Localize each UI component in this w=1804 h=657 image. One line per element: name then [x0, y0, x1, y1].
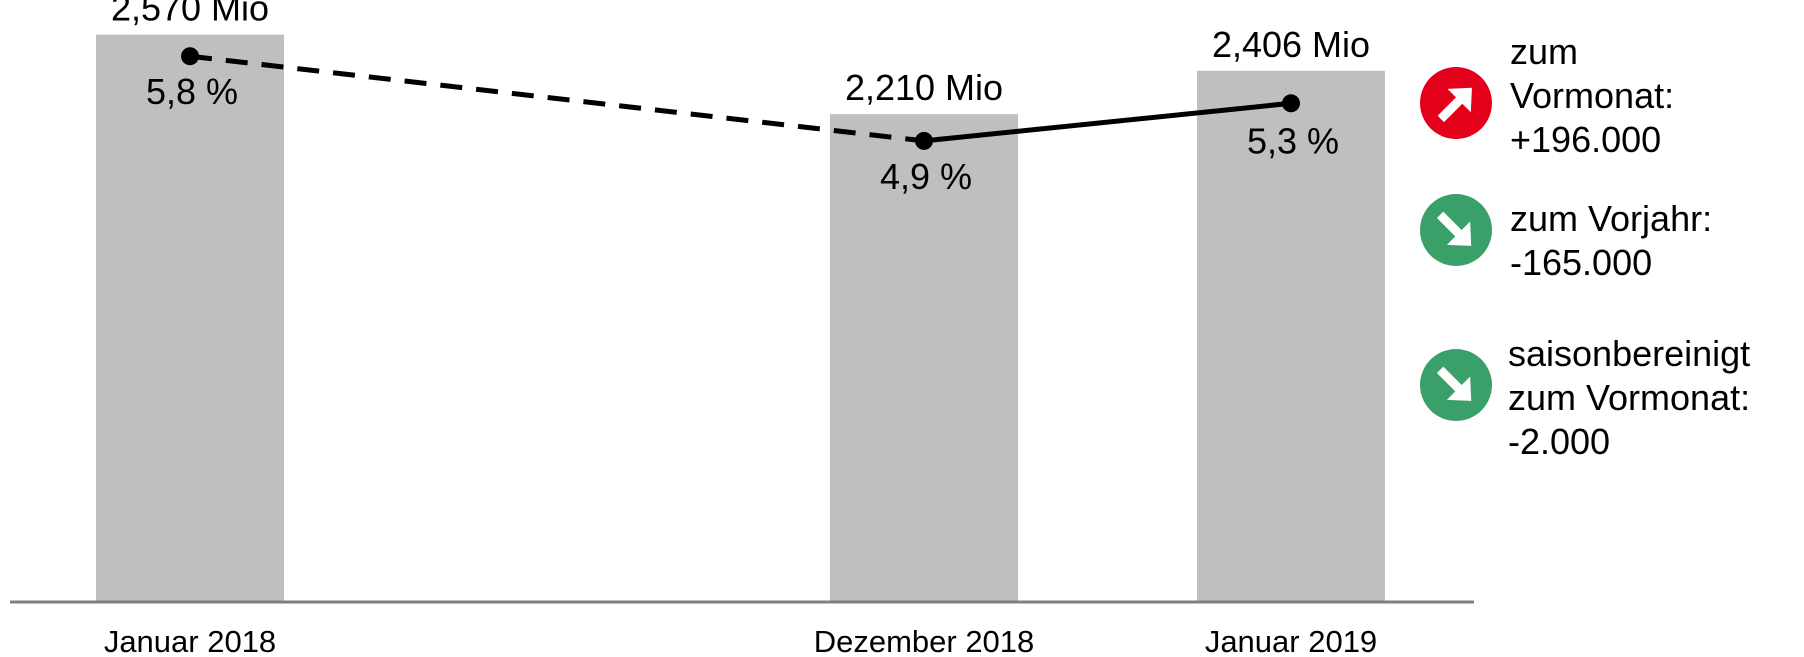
indicator-line: zum [1510, 31, 1579, 72]
bar [96, 34, 284, 603]
indicator-year: zum Vorjahr: -165.000 [1420, 194, 1712, 285]
indicator-line: -165.000 [1510, 242, 1653, 283]
bar-value-label: 2,406 Mio [1212, 24, 1370, 65]
indicator-text: zum Vorjahr: -165.000 [1510, 197, 1712, 285]
line-value-label: 5,3 % [1247, 120, 1339, 161]
arrow-down-right-icon [1420, 194, 1492, 266]
line-layer [181, 47, 1300, 150]
indicator-line: saisonbereinigt [1508, 333, 1751, 374]
indicator-text: zum Vormonat: +196.000 [1510, 30, 1674, 162]
line-value-label: 4,9 % [880, 156, 972, 197]
indicator-line: Vormonat: [1510, 75, 1675, 116]
indicator-month: zum Vormonat: +196.000 [1420, 30, 1674, 162]
labels-layer: 2,570 Mio Januar 2018 2,210 Mio Dezember 20… [104, 0, 1377, 657]
indicator-badge [1420, 67, 1492, 139]
bar [830, 114, 1018, 602]
indicator-line: -2.000 [1508, 421, 1611, 462]
bar-value-label: 2,570 Mio [111, 0, 269, 29]
line-point [1282, 94, 1300, 113]
line-segment [189, 53, 925, 144]
indicator-line: +196.000 [1510, 119, 1662, 160]
x-tick-label: Januar 2018 [104, 624, 276, 657]
line-segment [923, 100, 1292, 144]
bars-layer [96, 34, 1385, 603]
indicator-line: zum Vormonat: [1508, 377, 1751, 418]
x-tick-label: Januar 2019 [1205, 624, 1377, 657]
indicator-badge [1420, 194, 1492, 266]
indicator-line: zum Vorjahr: [1510, 198, 1713, 239]
line-point [915, 131, 933, 150]
line-point [181, 47, 199, 66]
indicator-seasonal: saisonbereinigt zum Vormonat: -2.000 [1420, 332, 1750, 464]
indicator-text: saisonbereinigt zum Vormonat: -2.000 [1508, 332, 1750, 464]
line-value-label: 5,8 % [146, 71, 238, 112]
arrow-down-right-icon [1420, 349, 1492, 421]
chart: 2,570 Mio Januar 2018 2,210 Mio Dezember 20… [10, 0, 1474, 657]
arrow-up-right-icon [1420, 67, 1492, 139]
bar [1197, 70, 1385, 603]
indicator-badge [1420, 349, 1492, 421]
x-tick-label: Dezember 2018 [814, 624, 1035, 657]
bar-value-label: 2,210 Mio [845, 67, 1003, 108]
